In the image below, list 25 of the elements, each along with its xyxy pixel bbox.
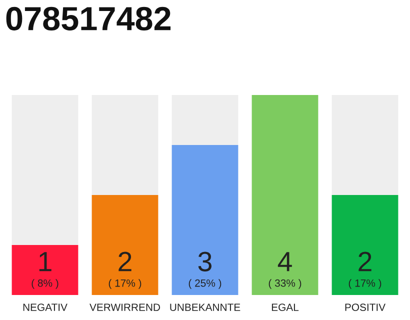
- bar: [12, 95, 78, 245]
- data-label: 3: [198, 252, 212, 272]
- x-tick-label: POSITIV: [345, 304, 386, 311]
- bar: [172, 145, 238, 295]
- bar: [172, 95, 238, 145]
- x-tick-label: UNBEKANNTE: [170, 304, 240, 311]
- bar: [92, 95, 158, 195]
- annotation: ( 17% ): [348, 279, 382, 289]
- x-tick-label: NEGATIV: [23, 304, 68, 311]
- data-label: 2: [358, 252, 372, 272]
- bar: [12, 245, 78, 295]
- x-tick-label: VERWIRREND: [90, 304, 160, 311]
- chart-title: 078517482: [6, 6, 171, 30]
- annotation: ( 8% ): [32, 279, 58, 289]
- data-label: 2: [118, 252, 132, 272]
- bar: [332, 95, 398, 195]
- data-label: 1: [39, 252, 52, 272]
- annotation: ( 33% ): [268, 279, 302, 289]
- x-tick-label: EGAL: [272, 304, 299, 311]
- bar: [252, 95, 318, 295]
- bar: [332, 195, 398, 295]
- annotation: ( 25% ): [188, 279, 222, 289]
- bar: [92, 195, 158, 295]
- annotation: ( 17% ): [108, 279, 142, 289]
- data-label: 4: [278, 252, 292, 272]
